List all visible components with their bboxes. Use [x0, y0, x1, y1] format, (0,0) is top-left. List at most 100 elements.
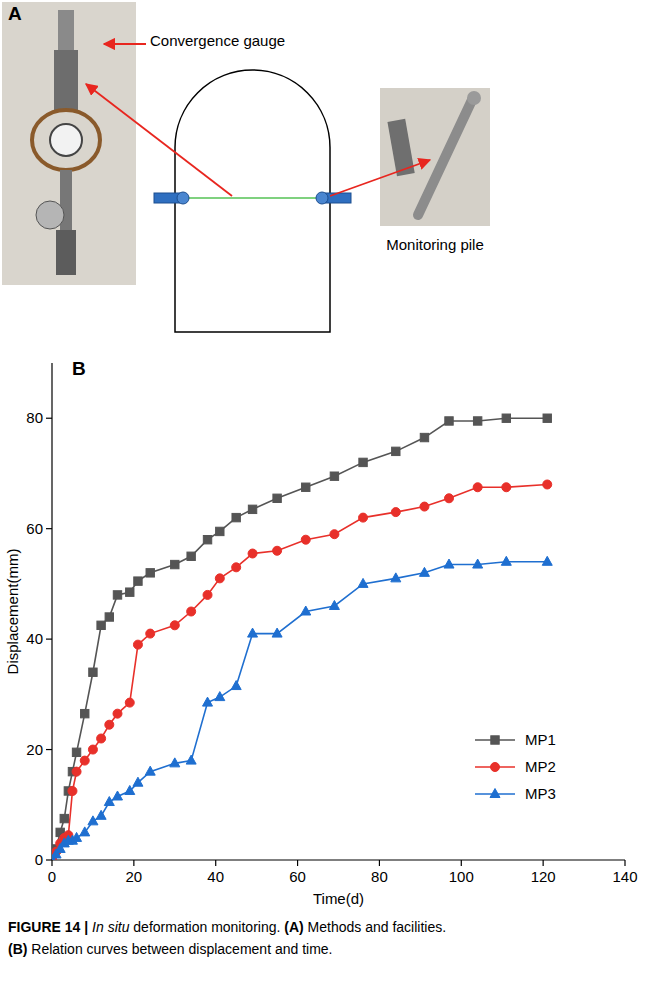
data-point: [72, 748, 80, 756]
y-tick-label: 60: [26, 520, 43, 537]
data-point: [186, 755, 196, 764]
data-point: [171, 560, 179, 568]
arrow: [86, 84, 232, 196]
pile-left: [154, 193, 180, 203]
data-point: [542, 556, 552, 565]
data-point: [145, 766, 155, 775]
caption-segment: FIGURE 14 |: [8, 919, 88, 935]
y-tick-label: 0: [35, 851, 43, 868]
caption-segment: deformation monitoring.: [129, 919, 284, 935]
caption-segment: (B): [8, 941, 27, 957]
y-tick: [46, 418, 52, 419]
gauge-part: [54, 50, 78, 110]
data-point: [330, 530, 339, 539]
data-point: [133, 777, 143, 786]
data-point: [113, 591, 121, 599]
legend-label: MP3: [525, 785, 556, 802]
data-point: [72, 767, 81, 776]
pile-part: [418, 100, 472, 215]
data-point: [170, 758, 180, 767]
pile-label: Monitoring pile: [386, 236, 484, 253]
x-tick-label: 60: [289, 868, 306, 885]
data-point: [473, 417, 481, 425]
y-tick-label: 20: [26, 741, 43, 758]
y-axis-title: Displacement(mm): [4, 549, 21, 675]
panel-a: AConvergence gaugeMonitoring pile: [2, 2, 490, 332]
data-point: [359, 458, 367, 466]
gauge-dial: [50, 124, 82, 156]
series-line: [52, 562, 547, 860]
anchor-right: [316, 192, 328, 204]
gauge-label: Convergence gauge: [150, 32, 285, 49]
data-point: [445, 494, 454, 503]
data-point: [81, 709, 89, 717]
caption: FIGURE 14 | In situ deformation monitori…: [8, 919, 446, 957]
figure: AConvergence gaugeMonitoring pile0204060…: [0, 0, 652, 986]
data-point: [203, 697, 213, 706]
caption-segment: (A): [284, 919, 303, 935]
data-point: [97, 621, 105, 629]
data-point: [273, 494, 281, 502]
data-point: [125, 698, 134, 707]
data-point: [89, 668, 97, 676]
series-line: [52, 418, 547, 860]
pile-photo: [380, 88, 490, 226]
data-point: [203, 590, 212, 599]
legend-marker: [491, 736, 499, 744]
y-tick: [46, 528, 52, 529]
data-point: [248, 628, 258, 637]
x-tick: [133, 860, 134, 866]
data-point: [80, 827, 90, 836]
data-point: [473, 559, 483, 568]
data-point: [187, 552, 195, 560]
caption-line: (B) Relation curves between displacement…: [8, 941, 333, 957]
pile-part: [467, 91, 481, 105]
panel-b: 020406080100120140020406080Time(d)Displa…: [4, 358, 638, 907]
anchor-left: [177, 192, 189, 204]
legend-marker: [491, 763, 500, 772]
data-point: [359, 513, 368, 522]
data-point: [88, 816, 98, 825]
y-axis: [51, 363, 52, 860]
data-point: [543, 480, 552, 489]
data-point: [215, 692, 225, 701]
data-point: [68, 786, 77, 795]
data-point: [72, 832, 82, 841]
data-point: [272, 628, 282, 637]
data-point: [420, 502, 429, 511]
x-axis-title: Time(d): [313, 890, 364, 907]
x-tick: [624, 860, 625, 866]
data-point: [502, 483, 511, 492]
data-point: [329, 600, 339, 609]
data-point: [105, 720, 114, 729]
y-tick: [46, 749, 52, 750]
arrow: [330, 160, 430, 196]
x-tick-label: 100: [449, 868, 474, 885]
x-tick: [461, 860, 462, 866]
data-point: [134, 577, 142, 585]
data-point: [502, 414, 510, 422]
data-point: [358, 578, 368, 587]
x-tick: [215, 860, 216, 866]
x-tick: [51, 860, 52, 866]
data-point: [125, 785, 135, 794]
data-point: [473, 483, 482, 492]
x-tick-label: 140: [612, 868, 637, 885]
label-ground: [148, 31, 287, 50]
data-point: [420, 433, 428, 441]
gauge-ring: [32, 110, 100, 170]
data-point: [104, 797, 114, 806]
legend-label: MP2: [525, 758, 556, 775]
y-tick: [46, 859, 52, 860]
data-point: [248, 505, 256, 513]
data-point: [273, 546, 282, 555]
legend-label: MP1: [525, 731, 556, 748]
x-tick: [379, 860, 380, 866]
data-point: [501, 556, 511, 565]
data-point: [105, 613, 113, 621]
y-tick-label: 40: [26, 630, 43, 647]
data-point: [232, 563, 241, 572]
x-tick: [297, 860, 298, 866]
caption-segment: Methods and facilities.: [304, 919, 446, 935]
x-tick: [543, 860, 544, 866]
